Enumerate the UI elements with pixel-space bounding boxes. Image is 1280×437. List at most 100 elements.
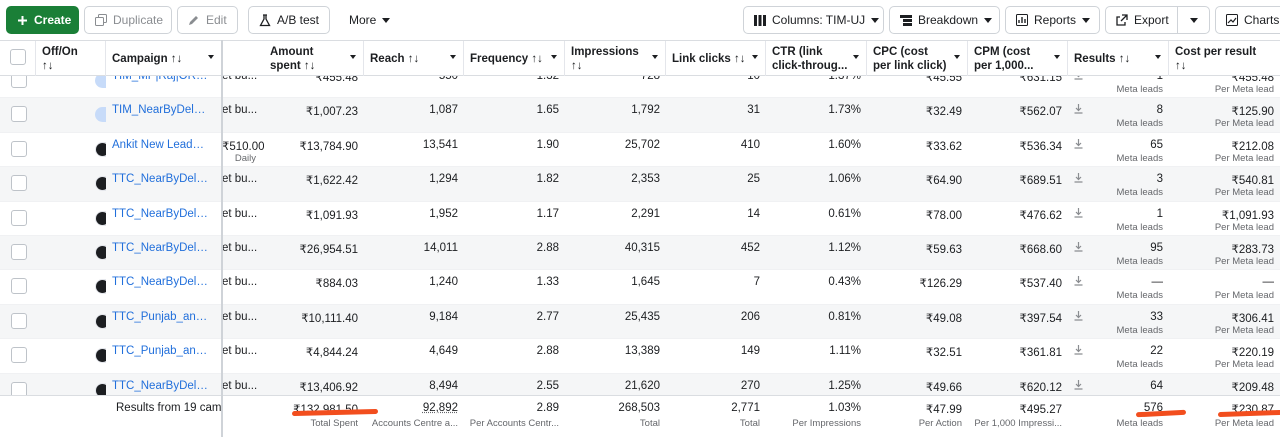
- budget-cell: et bu...: [222, 98, 264, 132]
- reports-button[interactable]: Reports: [1005, 6, 1100, 34]
- impressions-cell: 1,645: [565, 270, 666, 304]
- chevron-down-icon[interactable]: [551, 55, 557, 59]
- download-icon[interactable]: [1074, 380, 1083, 390]
- download-icon[interactable]: [1074, 139, 1083, 149]
- campaign-toggle[interactable]: [95, 76, 106, 88]
- budget-value: et bu...: [222, 242, 257, 254]
- row-checkbox[interactable]: [11, 347, 27, 363]
- header-cpm[interactable]: CPM (cost per 1,000...: [968, 41, 1068, 76]
- export-menu-button[interactable]: [1177, 6, 1210, 34]
- download-icon[interactable]: [1074, 242, 1083, 252]
- chevron-down-icon[interactable]: [450, 55, 456, 59]
- cpm-cell: ₹397.54: [968, 305, 1068, 339]
- table-row[interactable]: TTC_NearByDelhi_... et bu... ₹884.03 1,240 1…: [0, 270, 1280, 304]
- header-cost-per-result[interactable]: Cost per result ↑↓: [1169, 41, 1280, 76]
- download-icon[interactable]: [1074, 311, 1083, 321]
- chevron-down-icon[interactable]: [1054, 55, 1060, 59]
- chevron-down-icon[interactable]: [350, 55, 356, 59]
- row-checkbox[interactable]: [11, 175, 27, 191]
- row-checkbox[interactable]: [11, 244, 27, 260]
- campaign-name-link[interactable]: TTC_NearByDelhi_...: [112, 242, 208, 254]
- campaign-name-link[interactable]: TTC_NearByDelhi_...: [112, 173, 208, 185]
- chevron-down-icon[interactable]: [853, 55, 859, 59]
- header-campaign[interactable]: Campaign ↑↓: [106, 41, 222, 76]
- ab-test-button[interactable]: A/B test: [248, 6, 330, 34]
- row-select-cell: [0, 236, 36, 270]
- campaign-toggle[interactable]: [95, 314, 106, 329]
- row-checkbox[interactable]: [11, 313, 27, 329]
- campaign-toggle[interactable]: [95, 279, 106, 294]
- budget-sub: Daily: [235, 153, 256, 164]
- chevron-down-icon[interactable]: [1155, 55, 1161, 59]
- campaign-toggle[interactable]: [95, 107, 106, 122]
- chevron-down-icon: [984, 18, 992, 23]
- campaign-name-link[interactable]: TTC_NearByDelhi_...: [112, 276, 208, 288]
- row-checkbox[interactable]: [11, 141, 27, 157]
- campaign-toggle[interactable]: [95, 348, 106, 363]
- results-cell: 22 Meta leads: [1068, 339, 1169, 373]
- row-checkbox[interactable]: [11, 106, 27, 122]
- download-icon[interactable]: [1074, 208, 1083, 218]
- download-icon[interactable]: [1074, 173, 1083, 183]
- download-icon[interactable]: [1074, 104, 1083, 114]
- toggle-knob: [96, 315, 106, 328]
- columns-button[interactable]: Columns: TIM-UJ: [743, 6, 884, 34]
- campaign-name-link[interactable]: TTC_Punjab_and_...: [112, 345, 208, 357]
- charts-button[interactable]: Charts: [1215, 6, 1280, 34]
- create-button[interactable]: Create: [6, 6, 79, 34]
- campaign-cell: TTC_NearByDelhi_...: [106, 202, 222, 236]
- campaign-name-link[interactable]: TTC_Punjab_and_...: [112, 311, 208, 323]
- download-icon[interactable]: [1074, 76, 1083, 80]
- table-row[interactable]: TIM_NearByDelhi_... et bu... ₹1,007.23 1,08…: [0, 98, 1280, 132]
- table-row[interactable]: TTC_Punjab_and_... et bu... ₹10,111.40 9,18…: [0, 305, 1280, 339]
- breakdown-button[interactable]: Breakdown: [889, 6, 1000, 34]
- table-row[interactable]: TTC_NearByDelhi_... et bu... ₹26,954.51 14,…: [0, 236, 1280, 270]
- table-row[interactable]: Ankit New Leads c... ₹510.00 Daily ₹13,784.…: [0, 133, 1280, 167]
- select-all-checkbox[interactable]: [10, 49, 26, 65]
- chevron-down-icon[interactable]: [752, 55, 758, 59]
- table-row[interactable]: TTC_Punjab_and_... et bu... ₹4,844.24 4,649…: [0, 339, 1280, 373]
- header-impressions[interactable]: Impressions ↑↓: [565, 41, 666, 76]
- cost-per-result-cell: — Per Meta lead: [1169, 270, 1280, 304]
- campaign-name-link[interactable]: TIM_MP|Raj|OR_...: [112, 76, 208, 82]
- table-row[interactable]: TIM_MP|Raj|OR_... et bu... ₹455.48 550 1.32 7…: [0, 76, 1280, 98]
- row-checkbox[interactable]: [11, 278, 27, 294]
- header-results[interactable]: Results ↑↓: [1068, 41, 1169, 76]
- campaign-toggle[interactable]: [95, 176, 106, 191]
- row-select-cell: [0, 98, 36, 132]
- table-row[interactable]: TTC_NearByDelhi_... et bu... ₹1,622.42 1,29…: [0, 167, 1280, 201]
- campaign-name-link[interactable]: TIM_NearByDelhi_...: [112, 104, 208, 116]
- frequency-cell: 1.65: [464, 98, 565, 132]
- chevron-down-icon[interactable]: [208, 55, 214, 59]
- duplicate-button[interactable]: Duplicate: [84, 6, 172, 34]
- header-ctr[interactable]: CTR (link click-throug...: [766, 41, 867, 76]
- campaign-toggle[interactable]: [95, 245, 106, 260]
- header-offon[interactable]: Off/On ↑↓: [36, 41, 106, 76]
- table-header: Off/On ↑↓ Campaign ↑↓ Amount spent ↑↓ Re…: [0, 40, 1280, 76]
- export-button[interactable]: Export: [1105, 6, 1178, 34]
- header-reach[interactable]: Reach ↑↓: [364, 41, 464, 76]
- cost-per-result-cell: ₹455.48 Per Meta lead: [1169, 76, 1280, 98]
- campaign-name-link[interactable]: TTC_NearByDelhi_...: [112, 380, 208, 392]
- totals-row: Results from 19 camp ₹132,981.50Total Sp…: [0, 395, 1280, 437]
- campaign-name-link[interactable]: TTC_NearByDelhi_...: [112, 208, 208, 220]
- row-checkbox[interactable]: [11, 76, 27, 88]
- chevron-down-icon[interactable]: [652, 55, 658, 59]
- header-link-clicks[interactable]: Link clicks ↑↓: [666, 41, 766, 76]
- table-row[interactable]: TTC_NearByDelhi_... et bu... ₹1,091.93 1,95…: [0, 202, 1280, 236]
- more-button[interactable]: More: [338, 6, 400, 34]
- row-checkbox[interactable]: [11, 210, 27, 226]
- header-cpc[interactable]: CPC (cost per link click) ↑↓: [867, 41, 968, 76]
- chevron-down-icon[interactable]: [954, 55, 960, 59]
- campaign-toggle[interactable]: [95, 211, 106, 226]
- header-frequency[interactable]: Frequency ↑↓: [464, 41, 565, 76]
- link-clicks-cell: 149: [666, 339, 766, 373]
- header-amount-spent[interactable]: Amount spent ↑↓: [264, 41, 364, 76]
- download-icon[interactable]: [1074, 276, 1083, 286]
- ctr-cell: 1.12%: [766, 236, 867, 270]
- campaign-cell: TIM_NearByDelhi_...: [106, 98, 222, 132]
- edit-button[interactable]: Edit: [177, 6, 238, 34]
- download-icon[interactable]: [1074, 345, 1083, 355]
- campaign-name-link[interactable]: Ankit New Leads c...: [112, 139, 208, 151]
- campaign-toggle[interactable]: [95, 142, 106, 157]
